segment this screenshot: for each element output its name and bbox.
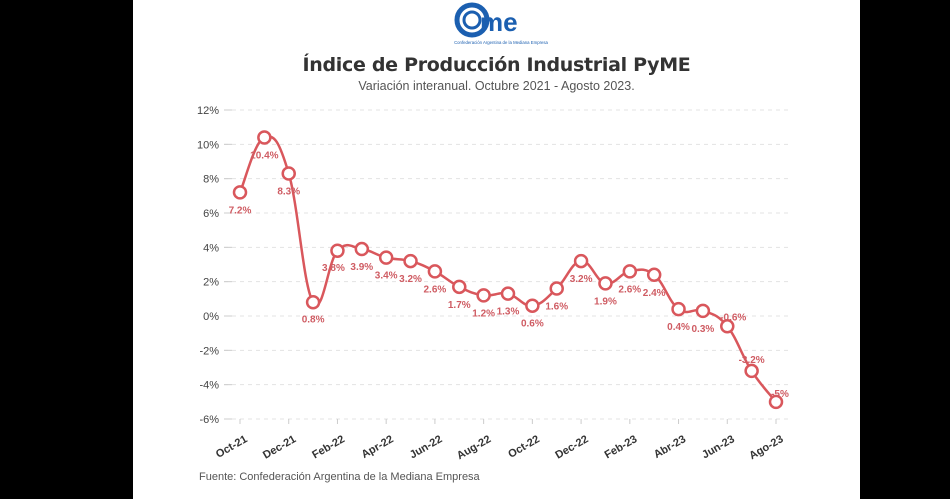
data-label: 1.2%: [472, 308, 495, 319]
data-label: 2.6%: [424, 284, 447, 295]
data-point: [525, 298, 540, 313]
data-point: [720, 319, 735, 334]
data-label: 3.2%: [570, 274, 593, 285]
y-tick-label: 12%: [197, 105, 219, 117]
data-label: 7.2%: [229, 205, 252, 216]
svg-text:Confederación Argentina de la: Confederación Argentina de la Mediana Em…: [454, 40, 548, 45]
data-label: 1.7%: [448, 300, 471, 311]
came-logo: me Confederación Argentina de la Mediana…: [454, 2, 549, 45]
data-label: 0.8%: [302, 314, 325, 325]
data-point: [573, 253, 589, 269]
data-point: [232, 185, 248, 200]
data-point: [744, 363, 759, 379]
x-tick-label: Abr-23: [652, 433, 688, 461]
data-point: [646, 267, 662, 283]
data-point: [452, 279, 467, 295]
data-label: 0.6%: [521, 319, 544, 330]
x-tick-label: Feb-23: [603, 433, 640, 461]
data-point: [671, 301, 686, 317]
x-tick-label: Dec-22: [553, 433, 590, 461]
data-label: 3.8%: [322, 263, 345, 274]
x-tick-label: Feb-22: [310, 433, 347, 461]
data-label: 3.9%: [350, 262, 373, 273]
data-point: [476, 288, 491, 303]
data-point: [281, 166, 296, 181]
data-label: -5%: [771, 389, 789, 400]
x-tick-label: Aug-22: [455, 433, 493, 462]
x-tick-label: Apr-22: [360, 433, 396, 461]
series-line: [238, 135, 777, 403]
y-tick-label: 8%: [203, 174, 219, 186]
y-tick-label: -2%: [199, 345, 219, 357]
chart-subtitle: Variación interanual. Octubre 2021 - Ago…: [358, 79, 635, 93]
x-tick-label: Oct-21: [214, 433, 250, 461]
x-tick-label: Ago-23: [747, 433, 785, 462]
chart-panel: [133, 0, 860, 499]
data-label: 2.4%: [643, 288, 666, 299]
y-tick-label: -6%: [199, 414, 219, 426]
data-label: 1.3%: [497, 307, 520, 318]
x-tick-label: Dec-21: [261, 433, 298, 461]
data-label: 2.6%: [618, 284, 641, 295]
data-point: [427, 264, 443, 279]
svg-text:me: me: [480, 7, 518, 37]
x-tick-label: Jun-22: [408, 433, 445, 461]
chart-title: Índice de Producción Industrial PyME: [302, 54, 691, 76]
y-tick-label: -4%: [199, 380, 219, 392]
data-point: [500, 286, 516, 301]
data-label: -3.2%: [739, 355, 765, 366]
data-point: [257, 130, 272, 145]
data-point: [695, 303, 711, 319]
data-point: [354, 241, 370, 257]
data-point: [768, 394, 784, 410]
data-label: 0.3%: [692, 324, 715, 335]
data-label: 1.6%: [545, 302, 568, 313]
data-label: 8.3%: [277, 187, 300, 198]
data-point: [305, 295, 321, 310]
data-point: [403, 253, 418, 269]
source-note: Fuente: Confederación Argentina de la Me…: [199, 471, 480, 483]
data-point: [378, 250, 394, 265]
y-tick-label: 10%: [197, 139, 219, 151]
data-label: 10.4%: [250, 150, 278, 161]
data-label: 0.4%: [667, 322, 690, 333]
data-label: 3.4%: [375, 271, 398, 282]
y-tick-label: 0%: [203, 311, 219, 323]
data-point: [622, 264, 638, 279]
data-point: [598, 276, 613, 291]
y-tick-label: 6%: [203, 208, 219, 220]
data-label: 1.9%: [594, 296, 617, 307]
x-tick-label: Oct-22: [506, 433, 542, 461]
data-point: [549, 281, 564, 296]
data-label: 3.2%: [399, 274, 422, 285]
data-point: [330, 243, 345, 259]
y-tick-label: 2%: [203, 277, 219, 289]
y-tick-label: 4%: [203, 242, 219, 254]
x-tick-label: Jun-23: [700, 433, 737, 461]
data-label: -0.6%: [720, 312, 746, 323]
